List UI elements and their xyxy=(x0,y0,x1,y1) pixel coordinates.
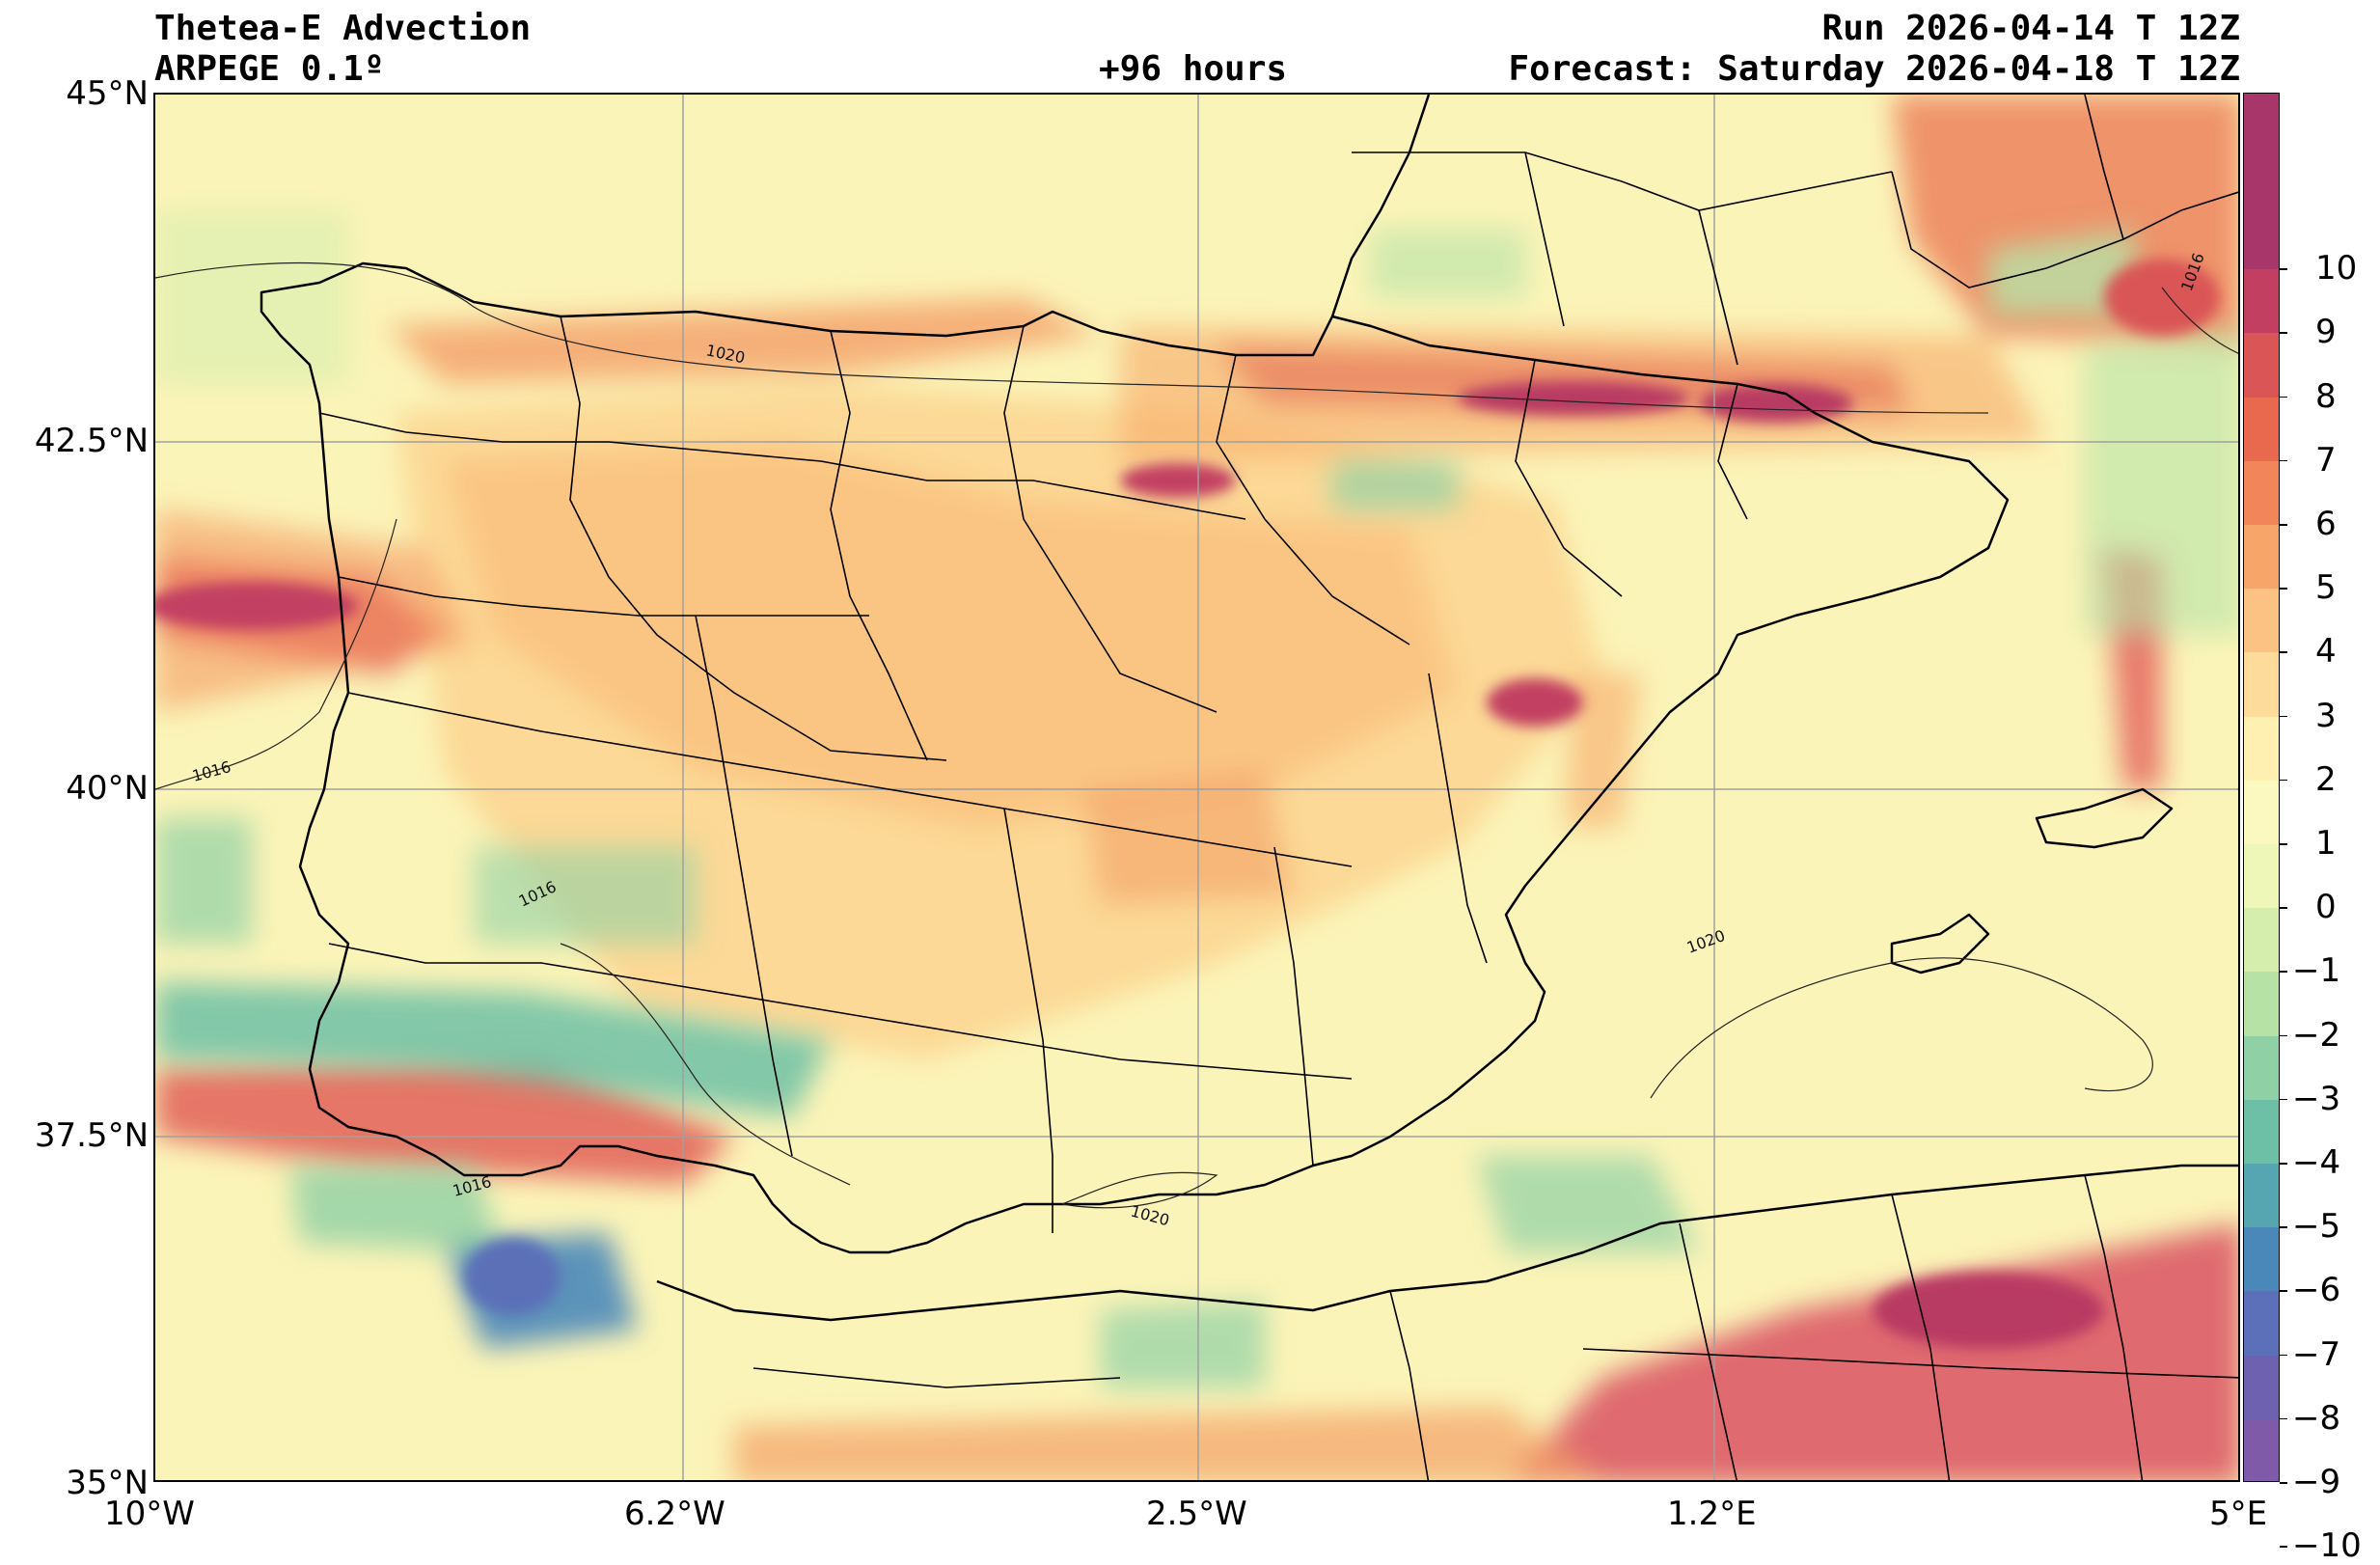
lon-label: 1.2°E xyxy=(1667,1495,1757,1533)
colorbar-tick-label: 8 xyxy=(2315,376,2337,416)
colorbar-tick xyxy=(2280,1417,2287,1420)
run-label: Run 2026-04-14 T 12Z xyxy=(1821,9,2240,48)
colorbar-tick-label: 5 xyxy=(2315,568,2337,608)
colorbar-tick xyxy=(2280,651,2287,653)
colorbar-segment xyxy=(2244,525,2279,590)
colorbar-tick xyxy=(2280,332,2287,334)
colorbar-segment xyxy=(2244,844,2279,910)
colorbar-tick-label: 6 xyxy=(2315,505,2337,543)
colorbar-segment xyxy=(2244,94,2279,271)
isobars xyxy=(155,261,2238,1209)
model-label: ARPEGE 0.1º xyxy=(154,49,385,89)
colorbar-tick xyxy=(2280,1163,2287,1165)
lat-label: 42.5°N xyxy=(34,422,149,460)
colorbar-tick-label: 1 xyxy=(2315,824,2337,863)
colorbar-segment xyxy=(2244,333,2279,398)
colorbar-tick xyxy=(2280,396,2287,398)
lead-time-label: +96 hours xyxy=(1099,49,1288,89)
coastlines xyxy=(260,95,2238,1322)
colorbar-tick xyxy=(2280,1354,2287,1357)
colorbar-segment xyxy=(2244,1227,2279,1293)
colorbar-tick-label: 3 xyxy=(2315,696,2337,735)
colorbar-tick-label: −4 xyxy=(2292,1143,2341,1182)
colorbar-tick xyxy=(2280,1482,2287,1484)
colorbar-tick xyxy=(2280,715,2287,718)
map-title: Thetea-E Advection xyxy=(154,9,532,48)
colorbar-tick-label: 10 xyxy=(2315,249,2358,288)
colorbar-tick-label: −6 xyxy=(2292,1271,2341,1310)
colorbar-tick-label: 9 xyxy=(2315,313,2337,352)
colorbar-tick-label: 4 xyxy=(2315,632,2337,672)
colorbar-tick-label: −3 xyxy=(2292,1079,2341,1118)
admin-borders xyxy=(318,95,2238,1480)
colorbar-segment xyxy=(2244,716,2279,782)
colorbar-segment xyxy=(2244,1099,2279,1165)
colorbar-tick xyxy=(2280,588,2287,590)
colorbar-tick-label: 0 xyxy=(2315,888,2337,927)
colorbar-segment xyxy=(2244,460,2279,526)
colorbar-tick xyxy=(2280,1546,2287,1548)
colorbar-segment xyxy=(2244,1035,2279,1101)
colorbar-tick xyxy=(2280,268,2287,270)
colorbar-tick-label: −1 xyxy=(2292,951,2341,991)
theta-e-field: 1020 1016 1016 1016 1020 1020 1016 xyxy=(155,95,2238,1480)
lat-label: 40°N xyxy=(66,769,149,808)
lat-label: 35°N xyxy=(66,1464,149,1502)
colorbar-tick xyxy=(2280,779,2287,782)
lon-label: 5°E xyxy=(2209,1495,2268,1533)
colorbar-tick-label: −2 xyxy=(2292,1015,2341,1055)
graticule xyxy=(155,95,2238,1480)
colorbar-tick xyxy=(2280,843,2287,845)
colorbar-tick-label: −7 xyxy=(2292,1334,2341,1374)
colorbar-segment xyxy=(2244,1355,2279,1420)
field-cool-areas xyxy=(155,210,2238,1387)
colorbar-segment xyxy=(2244,652,2279,718)
colorbar-tick xyxy=(2280,1034,2287,1037)
lon-label: 2.5°W xyxy=(1146,1495,1247,1533)
colorbar-tick xyxy=(2280,1226,2287,1228)
colorbar-segment xyxy=(2244,1291,2279,1357)
colorbar-tick-label: −9 xyxy=(2292,1463,2341,1501)
colorbar-tick xyxy=(2280,524,2287,526)
colorbar-segment xyxy=(2244,1418,2279,1481)
colorbar-tick xyxy=(2280,459,2287,462)
colorbar-segment xyxy=(2244,269,2279,335)
colorbar-segment xyxy=(2244,908,2279,974)
colorbar-tick xyxy=(2280,907,2287,909)
colorbar-tick-label: −5 xyxy=(2292,1207,2341,1247)
lat-label: 37.5°N xyxy=(34,1116,149,1155)
lon-label: 6.2°W xyxy=(624,1495,725,1533)
colorbar-segment xyxy=(2244,589,2279,654)
forecast-label: Forecast: Saturday 2026-04-18 T 12Z xyxy=(1508,49,2240,89)
colorbar-tick xyxy=(2280,971,2287,973)
colorbar-tick-label: −8 xyxy=(2292,1398,2341,1438)
field-peaks xyxy=(155,259,2220,1349)
colorbar-tick xyxy=(2280,1290,2287,1292)
colorbar-tick xyxy=(2280,1098,2287,1101)
colorbar-segment xyxy=(2244,1164,2279,1229)
colorbar-tick-label: −10 xyxy=(2292,1526,2362,1565)
colorbar-segment xyxy=(2244,972,2279,1037)
colorbar-tick-label: 2 xyxy=(2315,759,2337,799)
colorbar-segment xyxy=(2244,780,2279,845)
colorbar-tick-label: 7 xyxy=(2315,440,2337,480)
colorbar-segment xyxy=(2244,397,2279,462)
colorbar xyxy=(2243,93,2280,1482)
lat-label: 45°N xyxy=(66,74,149,113)
lon-label: 10°W xyxy=(104,1495,195,1533)
map-panel: 1020 1016 1016 1016 1020 1020 1016 xyxy=(153,93,2240,1482)
